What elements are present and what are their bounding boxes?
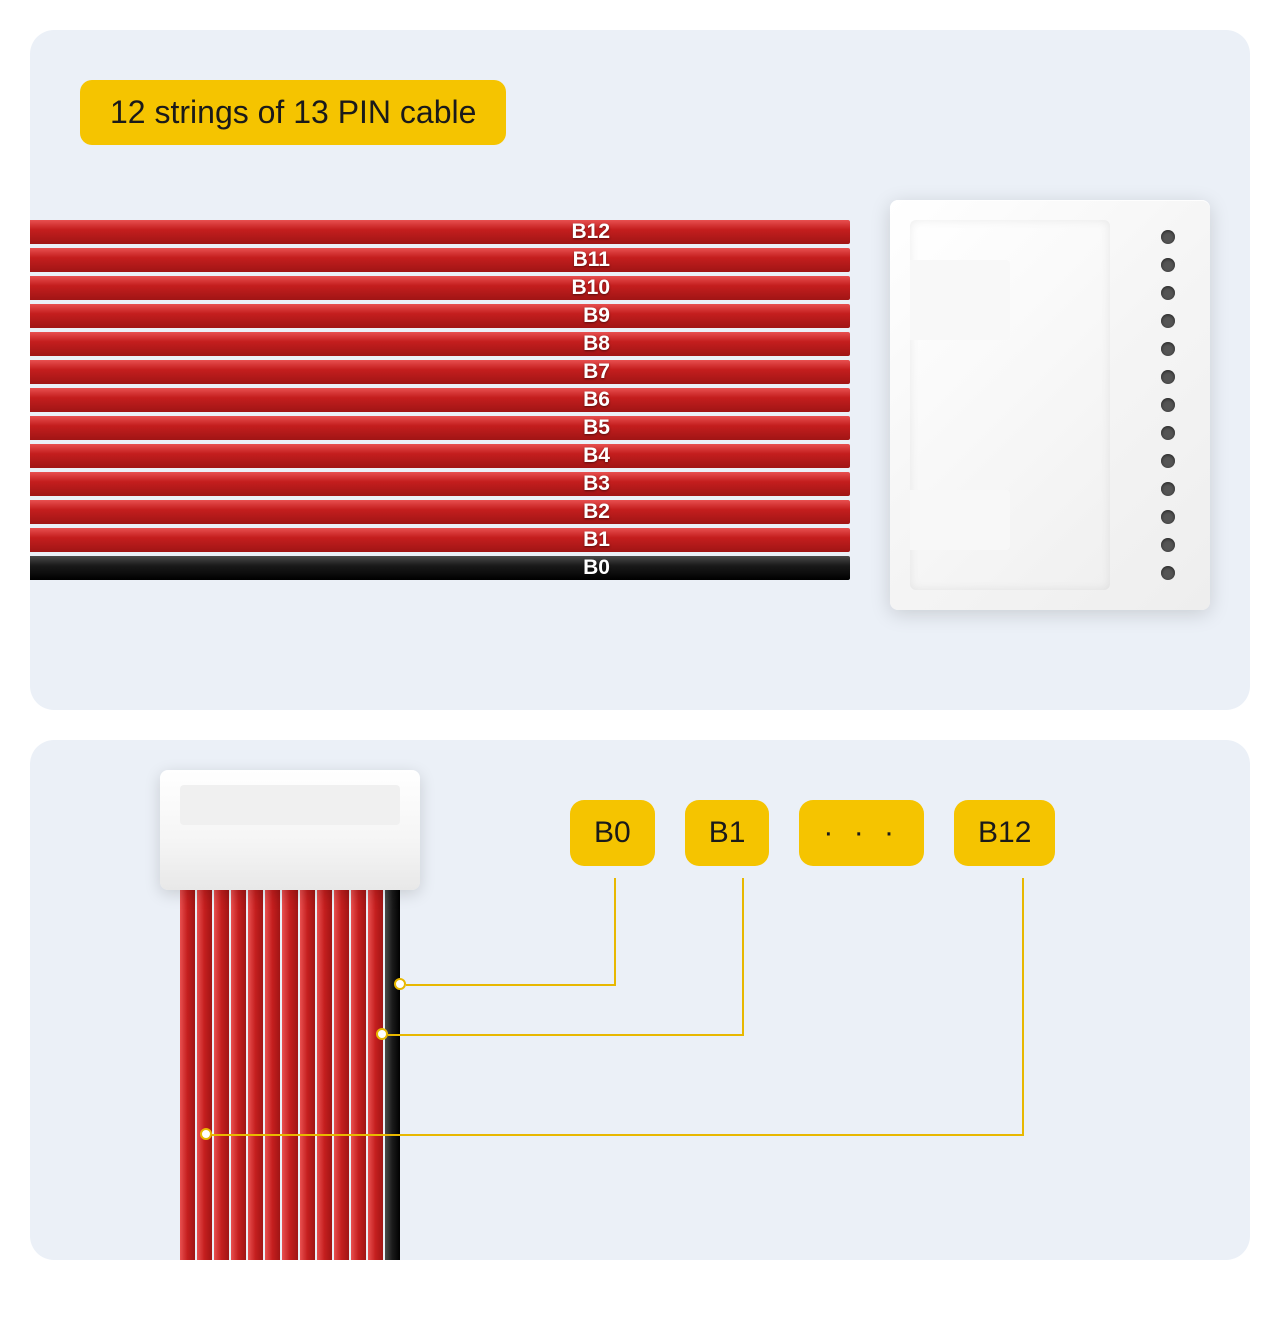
wire-label: B5 — [583, 416, 610, 440]
connector-bottom-slot — [180, 785, 400, 825]
wire-b7: B7 — [30, 360, 850, 384]
wire-b3: B3 — [30, 472, 850, 496]
pin-hole — [1161, 538, 1175, 552]
pin-hole — [1161, 482, 1175, 496]
wire-b10: B10 — [30, 276, 850, 300]
bottom-panel: B0 B1 · · · B12 — [30, 740, 1250, 1260]
connector-bottom — [160, 770, 420, 890]
pin-hole — [1161, 426, 1175, 440]
wire-vertical — [334, 890, 349, 1260]
wire-b1: B1 — [30, 528, 850, 552]
wire-vertical — [197, 890, 212, 1260]
wire-b2: B2 — [30, 500, 850, 524]
wire-b4: B4 — [30, 444, 850, 468]
wire-label: B7 — [583, 360, 610, 384]
pin-holes — [1161, 230, 1185, 594]
wire-label: B9 — [583, 304, 610, 328]
pin-hole — [1161, 342, 1175, 356]
pin-hole — [1161, 314, 1175, 328]
connector-body — [910, 220, 1110, 590]
wire-label: B3 — [583, 472, 610, 496]
wire-b9: B9 — [30, 304, 850, 328]
wires-horizontal: B12 B11 B10 B9 B8 B7 B6 B5 B4 B3 B2 B1 B0 — [30, 220, 850, 584]
conn-dot-b12 — [200, 1128, 212, 1140]
wire-vertical — [265, 890, 280, 1260]
wire-label: B12 — [571, 220, 610, 244]
connector-notch-top — [910, 260, 1010, 340]
wire-vertical — [385, 890, 400, 1260]
pin-hole — [1161, 454, 1175, 468]
wire-label: B4 — [583, 444, 610, 468]
conn-dot-b0 — [394, 978, 406, 990]
pin-hole — [1161, 258, 1175, 272]
wire-b12: B12 — [30, 220, 850, 244]
wire-vertical — [351, 890, 366, 1260]
wire-label: B6 — [583, 388, 610, 412]
wire-vertical — [231, 890, 246, 1260]
wire-b5: B5 — [30, 416, 850, 440]
wire-label: B8 — [583, 332, 610, 356]
pin-hole — [1161, 286, 1175, 300]
pin-label-0: B0 — [570, 800, 655, 866]
conn-line-b1-h — [388, 1034, 742, 1036]
pin-hole — [1161, 566, 1175, 580]
conn-line-b12-h — [212, 1134, 1022, 1136]
connector-housing — [890, 200, 1210, 610]
wire-b0: B0 — [30, 556, 850, 580]
conn-line-b0-h — [406, 984, 614, 986]
wire-label: B11 — [573, 248, 610, 272]
conn-line-b0-v — [614, 878, 616, 986]
pin-label-3: B12 — [954, 800, 1055, 866]
top-panel: 12 strings of 13 PIN cable B12 B11 B10 B9 B8… — [30, 30, 1250, 710]
connector-notch-bottom — [910, 490, 1010, 550]
pin-hole — [1161, 398, 1175, 412]
title-badge: 12 strings of 13 PIN cable — [80, 80, 506, 145]
pin-hole — [1161, 510, 1175, 524]
wire-b6: B6 — [30, 388, 850, 412]
pin-labels-row: B0 B1 · · · B12 — [570, 800, 1055, 866]
wire-label: B0 — [583, 556, 610, 580]
wire-b8: B8 — [30, 332, 850, 356]
wire-label: B1 — [583, 528, 610, 552]
wire-label: B10 — [571, 276, 610, 300]
cable-assembly-bottom — [150, 770, 430, 1260]
conn-line-b12-v — [1022, 878, 1024, 1136]
pin-hole — [1161, 230, 1175, 244]
wire-b11: B11 — [30, 248, 850, 272]
wire-vertical — [180, 890, 195, 1260]
wire-vertical — [248, 890, 263, 1260]
wire-vertical — [282, 890, 297, 1260]
cable-assembly-top: B12 B11 B10 B9 B8 B7 B6 B5 B4 B3 B2 B1 B0 — [30, 200, 1210, 640]
pin-hole — [1161, 370, 1175, 384]
conn-line-b1-v — [742, 878, 744, 1036]
pin-label-1: B1 — [685, 800, 770, 866]
conn-dot-b1 — [376, 1028, 388, 1040]
wire-label: B2 — [583, 500, 610, 524]
pin-label-2: · · · — [799, 800, 924, 866]
wire-vertical — [317, 890, 332, 1260]
wire-vertical — [368, 890, 383, 1260]
wire-vertical — [300, 890, 315, 1260]
wires-vertical — [180, 890, 400, 1260]
wire-vertical — [214, 890, 229, 1260]
